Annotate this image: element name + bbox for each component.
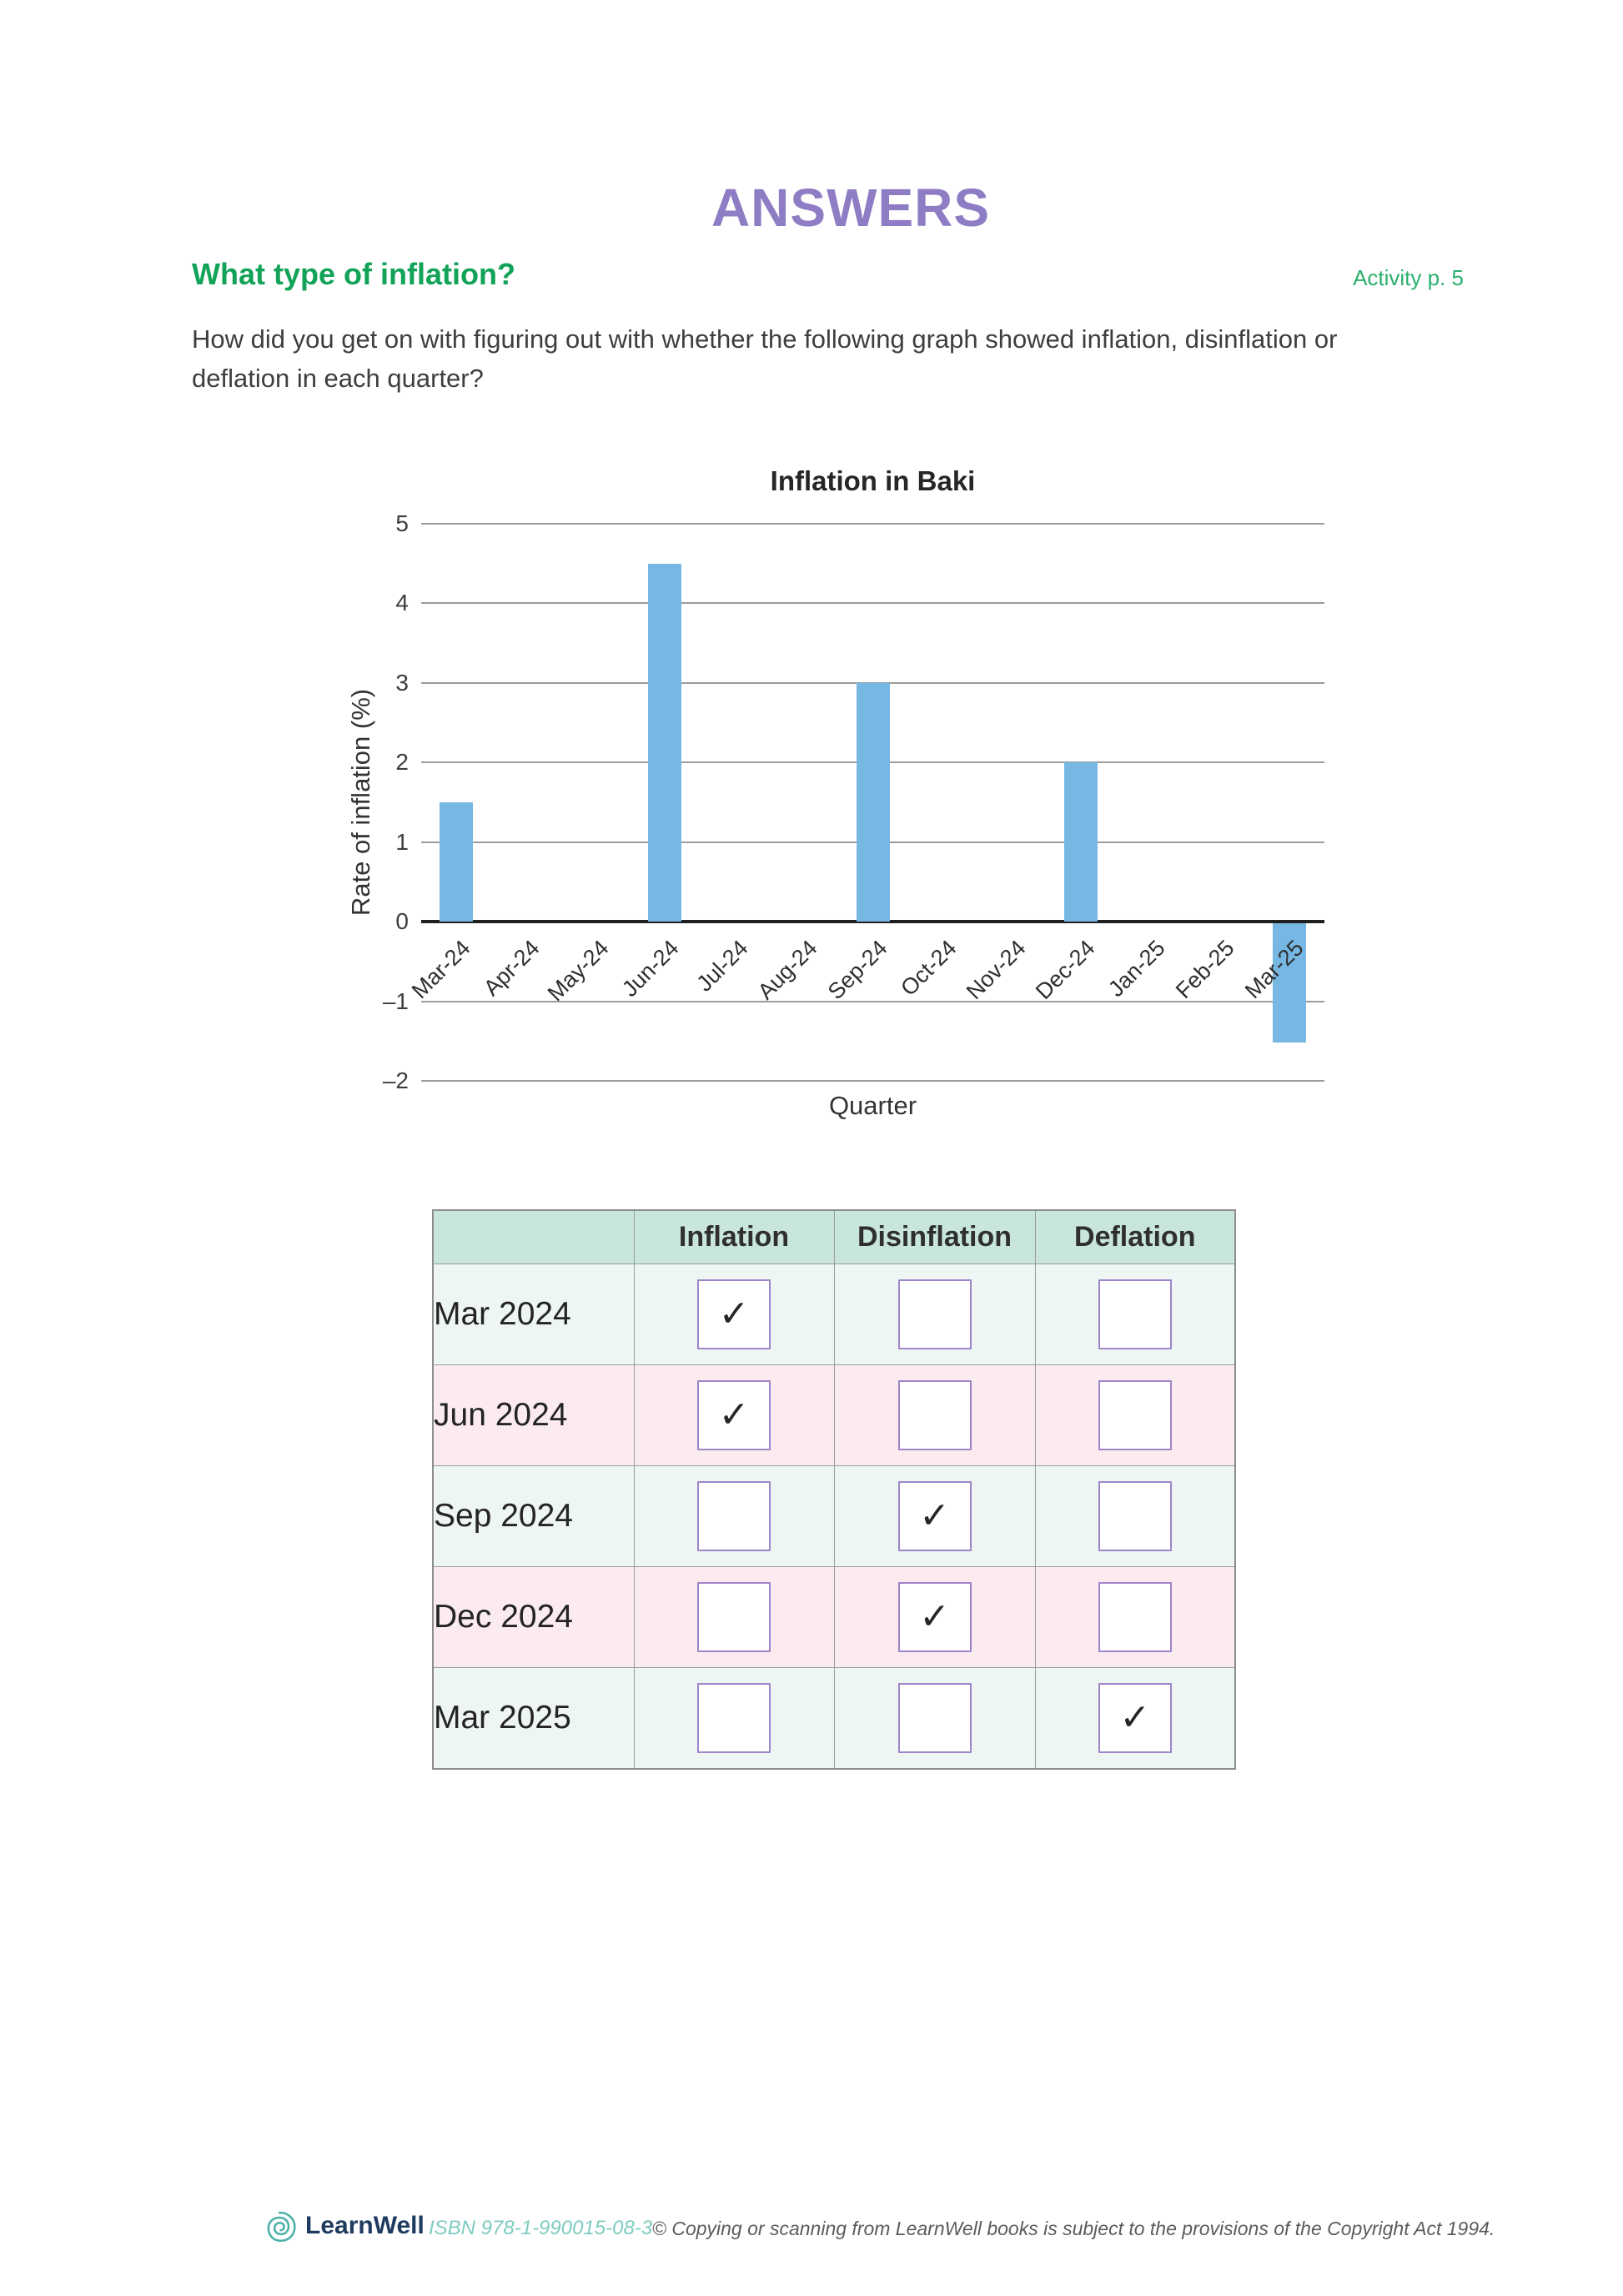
bar-Jun-24 (647, 563, 681, 922)
y-tick-label: 2 (395, 749, 409, 776)
page-title: ANSWERS (711, 178, 991, 238)
y-tick-label: 4 (395, 590, 409, 616)
checkmark-icon: ✓ (718, 1294, 750, 1334)
checkbox-mar-2025-disinflation[interactable] (897, 1683, 972, 1753)
row-label: Dec 2024 (432, 1566, 635, 1668)
checkbox-mar-2024-deflation[interactable] (1098, 1279, 1172, 1349)
copyright-notice: © Copying or scanning from LearnWell boo… (652, 2218, 1495, 2239)
bar-Mar-24 (439, 802, 473, 922)
table-row-jun-2024: Jun 2024 ✓ (432, 1364, 1236, 1466)
checkmark-icon: ✓ (718, 1394, 750, 1435)
table-row-mar-2025: Mar 2025 ✓ (432, 1667, 1236, 1770)
bar-Mar-25 (1273, 923, 1307, 1043)
y-tick-label: 5 (395, 510, 409, 536)
checkbox-mar-2024-inflation[interactable]: ✓ (697, 1279, 771, 1349)
intro-text: How did you get on with figuring out wit… (192, 324, 1338, 393)
x-axis-title: Quarter (828, 1091, 917, 1120)
column-header-inflation: Inflation (633, 1209, 835, 1264)
checkbox-dec-2024-inflation[interactable] (697, 1582, 771, 1652)
isbn-text: ISBN 978-1-990015-08-3 (429, 2217, 653, 2239)
checkbox-sep-2024-inflation[interactable] (697, 1481, 771, 1551)
checkbox-jun-2024-disinflation[interactable] (897, 1380, 972, 1450)
y-tick-label: –2 (382, 1068, 409, 1093)
checkmark-icon: ✓ (919, 1596, 950, 1637)
gridline (421, 1080, 1324, 1082)
learnwell-spiral-icon (267, 2211, 296, 2243)
checkmark-icon: ✓ (919, 1495, 950, 1536)
table-row-mar-2024: Mar 2024 ✓ (432, 1264, 1236, 1365)
row-label: Mar 2024 (432, 1264, 635, 1365)
row-label: Mar 2025 (432, 1667, 635, 1770)
column-header-deflation: Deflation (1034, 1209, 1236, 1264)
gridline (421, 602, 1324, 605)
x-axis-line (421, 920, 1324, 924)
column-header-disinflation: Disinflation (833, 1209, 1036, 1264)
answer-table: Inflation Disinflation Deflation Mar 2024 ✓… (432, 1209, 1236, 1770)
activity-reference: Activity p. 5 (1353, 265, 1464, 290)
table-row-dec-2024: Dec 2024 ✓ (432, 1566, 1236, 1668)
y-tick-label: 0 (395, 908, 409, 935)
row-label: Jun 2024 (432, 1364, 635, 1466)
brand-wordmark: LearnWell (305, 2212, 425, 2239)
checkbox-sep-2024-disinflation[interactable]: ✓ (897, 1481, 972, 1551)
checkbox-mar-2024-disinflation[interactable] (897, 1279, 972, 1349)
checkbox-jun-2024-inflation[interactable]: ✓ (697, 1380, 771, 1450)
gridline (421, 523, 1324, 525)
section-heading: What type of inflation? (192, 257, 515, 291)
checkbox-mar-2025-inflation[interactable] (697, 1683, 771, 1753)
bar-chart: 5 4 3 2 1 0 –1 –2 Mar-24 Apr-24 May-24 Jun-24 Jul-24… (383, 510, 1324, 1093)
bar-Sep-24 (856, 682, 890, 922)
checkbox-dec-2024-disinflation[interactable]: ✓ (897, 1582, 972, 1652)
checkbox-jun-2024-deflation[interactable] (1098, 1380, 1172, 1450)
table-header-row: Inflation Disinflation Deflation (432, 1209, 1236, 1264)
row-label: Sep 2024 (432, 1465, 635, 1567)
checkbox-dec-2024-deflation[interactable] (1098, 1582, 1172, 1652)
checkmark-icon: ✓ (1119, 1697, 1151, 1738)
gridline (421, 1000, 1324, 1002)
column-header-blank (432, 1209, 635, 1264)
y-tick-label: 3 (395, 669, 409, 696)
checkbox-sep-2024-deflation[interactable] (1098, 1481, 1172, 1551)
y-tick-label: –1 (382, 987, 409, 1014)
bar-Dec-24 (1064, 762, 1098, 922)
checkbox-mar-2025-deflation[interactable]: ✓ (1098, 1683, 1172, 1753)
table-row-sep-2024: Sep 2024 ✓ (432, 1465, 1236, 1567)
y-tick-label: 1 (395, 828, 409, 855)
chart-title: Inflation in Baki (770, 465, 976, 496)
